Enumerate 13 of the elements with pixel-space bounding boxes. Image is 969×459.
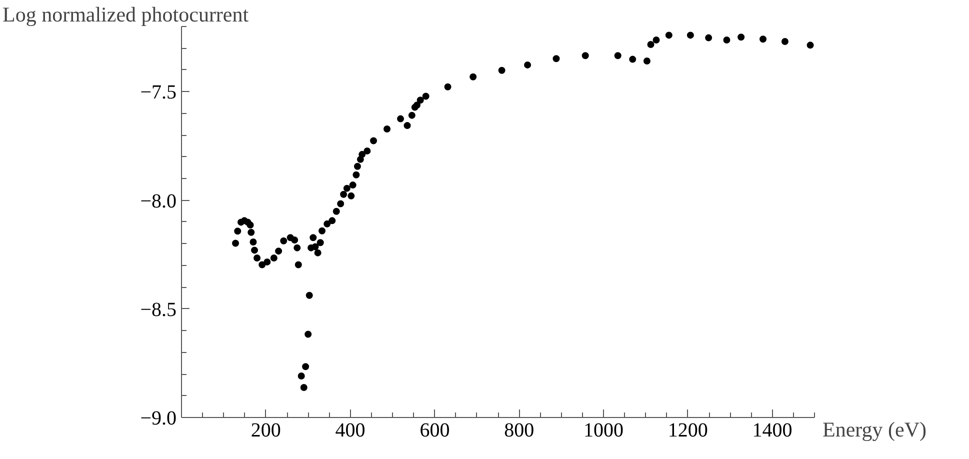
x-tick-label: 400: [335, 419, 366, 442]
x-tick-label: 800: [504, 419, 534, 442]
x-axis-title: Energy (eV): [822, 417, 926, 442]
y-axis-title: Log normalized photocurrent: [2, 2, 249, 26]
y-tick-label: −9.0: [140, 407, 176, 430]
x-tick-label: 1400: [752, 419, 792, 442]
x-tick-label: 200: [250, 419, 281, 442]
x-tick-label: 1000: [584, 419, 624, 442]
y-tick-label: −7.5: [140, 82, 176, 104]
y-tick-label: −8.0: [140, 190, 176, 212]
x-tick-label: 600: [420, 419, 450, 442]
y-tick-label: −8.5: [140, 298, 176, 321]
x-tick-label: 1200: [668, 419, 708, 442]
